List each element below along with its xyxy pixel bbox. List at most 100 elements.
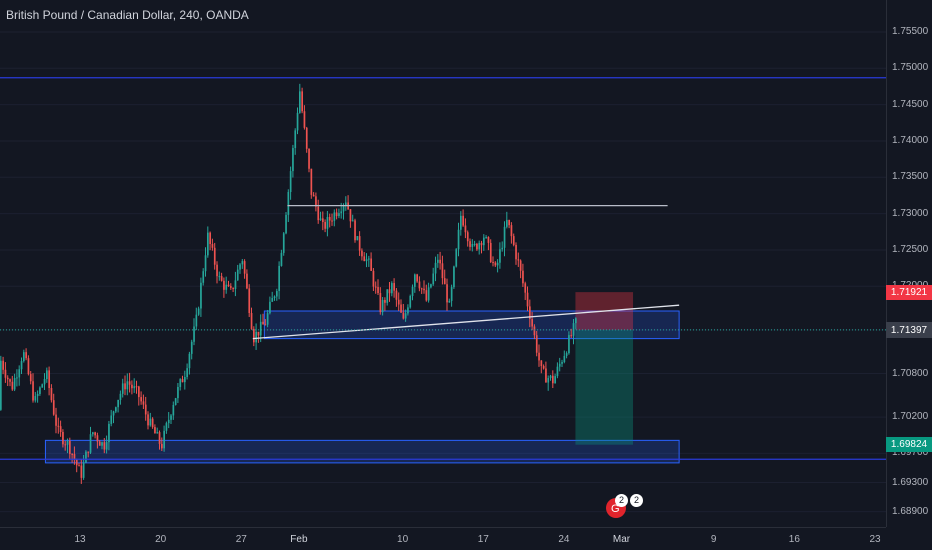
demand-zone <box>263 310 680 340</box>
candle-body <box>556 366 559 377</box>
candle-body <box>124 383 126 390</box>
candle-body <box>414 274 416 287</box>
candle-body <box>326 217 329 229</box>
candle-body <box>324 222 326 229</box>
candle-body <box>319 218 322 221</box>
candle-body <box>4 369 7 378</box>
candle-body <box>538 352 540 361</box>
candle-body <box>462 215 464 226</box>
candle-body <box>397 299 400 305</box>
candle-body <box>294 130 297 149</box>
candle-body <box>374 286 377 288</box>
candle-body <box>154 427 156 434</box>
candle-body <box>243 261 246 274</box>
candle-body <box>188 353 191 369</box>
candle-body <box>308 148 310 169</box>
candle-body <box>510 225 513 237</box>
candle-body <box>416 274 418 282</box>
candle-body <box>87 451 90 453</box>
candle-body <box>282 233 285 253</box>
candle-body <box>351 220 354 222</box>
trendline <box>252 304 680 340</box>
candle-body <box>269 301 271 314</box>
candle-body <box>144 404 147 415</box>
candle-body <box>11 381 14 390</box>
candle-body <box>446 284 448 303</box>
candle-body <box>39 387 41 394</box>
candle-body <box>184 377 186 383</box>
candle-body <box>305 127 308 149</box>
price-axis-bg <box>886 0 932 550</box>
candle-body <box>98 441 101 446</box>
candle-body <box>404 313 407 319</box>
candle-body <box>565 353 568 356</box>
candle-body <box>135 386 138 388</box>
candle-body <box>246 273 248 289</box>
candle-body <box>105 442 108 450</box>
x-tick-label: Feb <box>290 534 308 545</box>
candle-body <box>151 418 154 428</box>
candle-body <box>515 244 517 260</box>
price-badge: 1.71921 <box>886 284 932 300</box>
candle-body <box>301 91 303 112</box>
candle-body <box>112 411 115 416</box>
candle-body <box>96 435 99 442</box>
x-tick-label: 10 <box>397 534 409 545</box>
drawings[interactable] <box>0 77 886 460</box>
candle-body <box>552 375 554 384</box>
candle-body <box>384 299 386 303</box>
candle-body <box>432 273 435 285</box>
watermark-logo: G 2 2 <box>604 494 646 520</box>
x-tick-label: 23 <box>869 534 881 545</box>
x-tick-label: 27 <box>235 534 247 545</box>
candle-body <box>292 148 294 172</box>
candle-body <box>0 360 2 410</box>
x-tick-label: 16 <box>788 534 800 545</box>
candle-body <box>289 171 292 193</box>
demand-zone <box>44 439 680 464</box>
candle-body <box>78 465 80 467</box>
candle-body <box>193 326 195 342</box>
candle-body <box>561 362 563 364</box>
candle-body <box>303 111 306 128</box>
candle-body <box>9 379 11 382</box>
candle-body <box>485 236 487 238</box>
candle-body <box>43 379 46 385</box>
candle-body <box>402 312 405 319</box>
candle-body <box>27 358 30 375</box>
candle-body <box>466 232 469 242</box>
candle-body <box>259 321 262 336</box>
candle-body <box>195 314 198 327</box>
candle-body <box>531 319 533 327</box>
candle-body <box>409 296 412 308</box>
candle-body <box>296 112 299 131</box>
candle-body <box>547 378 550 383</box>
candle-body <box>29 374 32 382</box>
candle-body <box>161 443 163 449</box>
candle-body <box>181 379 184 383</box>
y-tick-label: 1.75500 <box>892 25 929 37</box>
candle-body <box>200 282 202 309</box>
candle-body <box>480 242 483 246</box>
candle-body <box>55 414 57 426</box>
candle-body <box>133 386 136 389</box>
candle-body <box>391 283 393 294</box>
candle-body <box>310 168 313 195</box>
candle-body <box>41 384 44 388</box>
candle-body <box>170 415 172 420</box>
candle-body <box>512 236 515 245</box>
candle-body <box>506 219 508 227</box>
candle-body <box>174 398 177 406</box>
candle-body <box>285 214 287 234</box>
position-tool[interactable] <box>575 292 634 445</box>
candle-body <box>165 423 168 431</box>
candle-body <box>393 283 395 291</box>
candle-body <box>496 262 499 266</box>
candle-body <box>207 232 209 256</box>
candle-body <box>177 386 179 399</box>
candle-body <box>365 259 368 262</box>
candle-body <box>140 397 142 402</box>
candle-body <box>276 291 278 297</box>
